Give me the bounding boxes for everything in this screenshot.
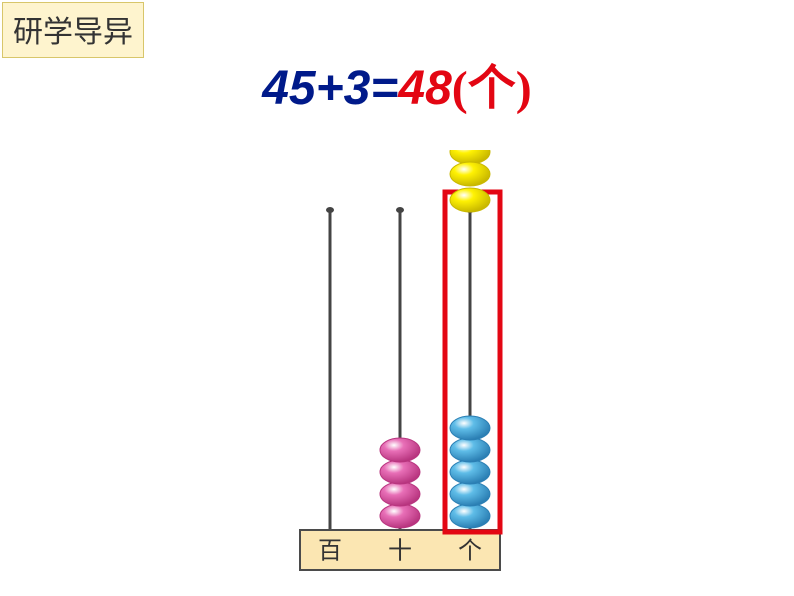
equation-result: 48 bbox=[398, 62, 451, 115]
abacus-svg: 百十个 bbox=[280, 150, 520, 590]
equation: 45+3=48(个) bbox=[0, 48, 794, 118]
equation-unit: (个) bbox=[452, 62, 532, 115]
svg-text:十: 十 bbox=[388, 537, 412, 564]
abacus-diagram: 百十个 bbox=[280, 150, 520, 570]
lesson-badge-text: 研学导异 bbox=[13, 16, 133, 49]
equation-lhs: 45+3= bbox=[262, 62, 398, 115]
svg-text:个: 个 bbox=[458, 537, 482, 564]
svg-text:百: 百 bbox=[318, 538, 342, 564]
